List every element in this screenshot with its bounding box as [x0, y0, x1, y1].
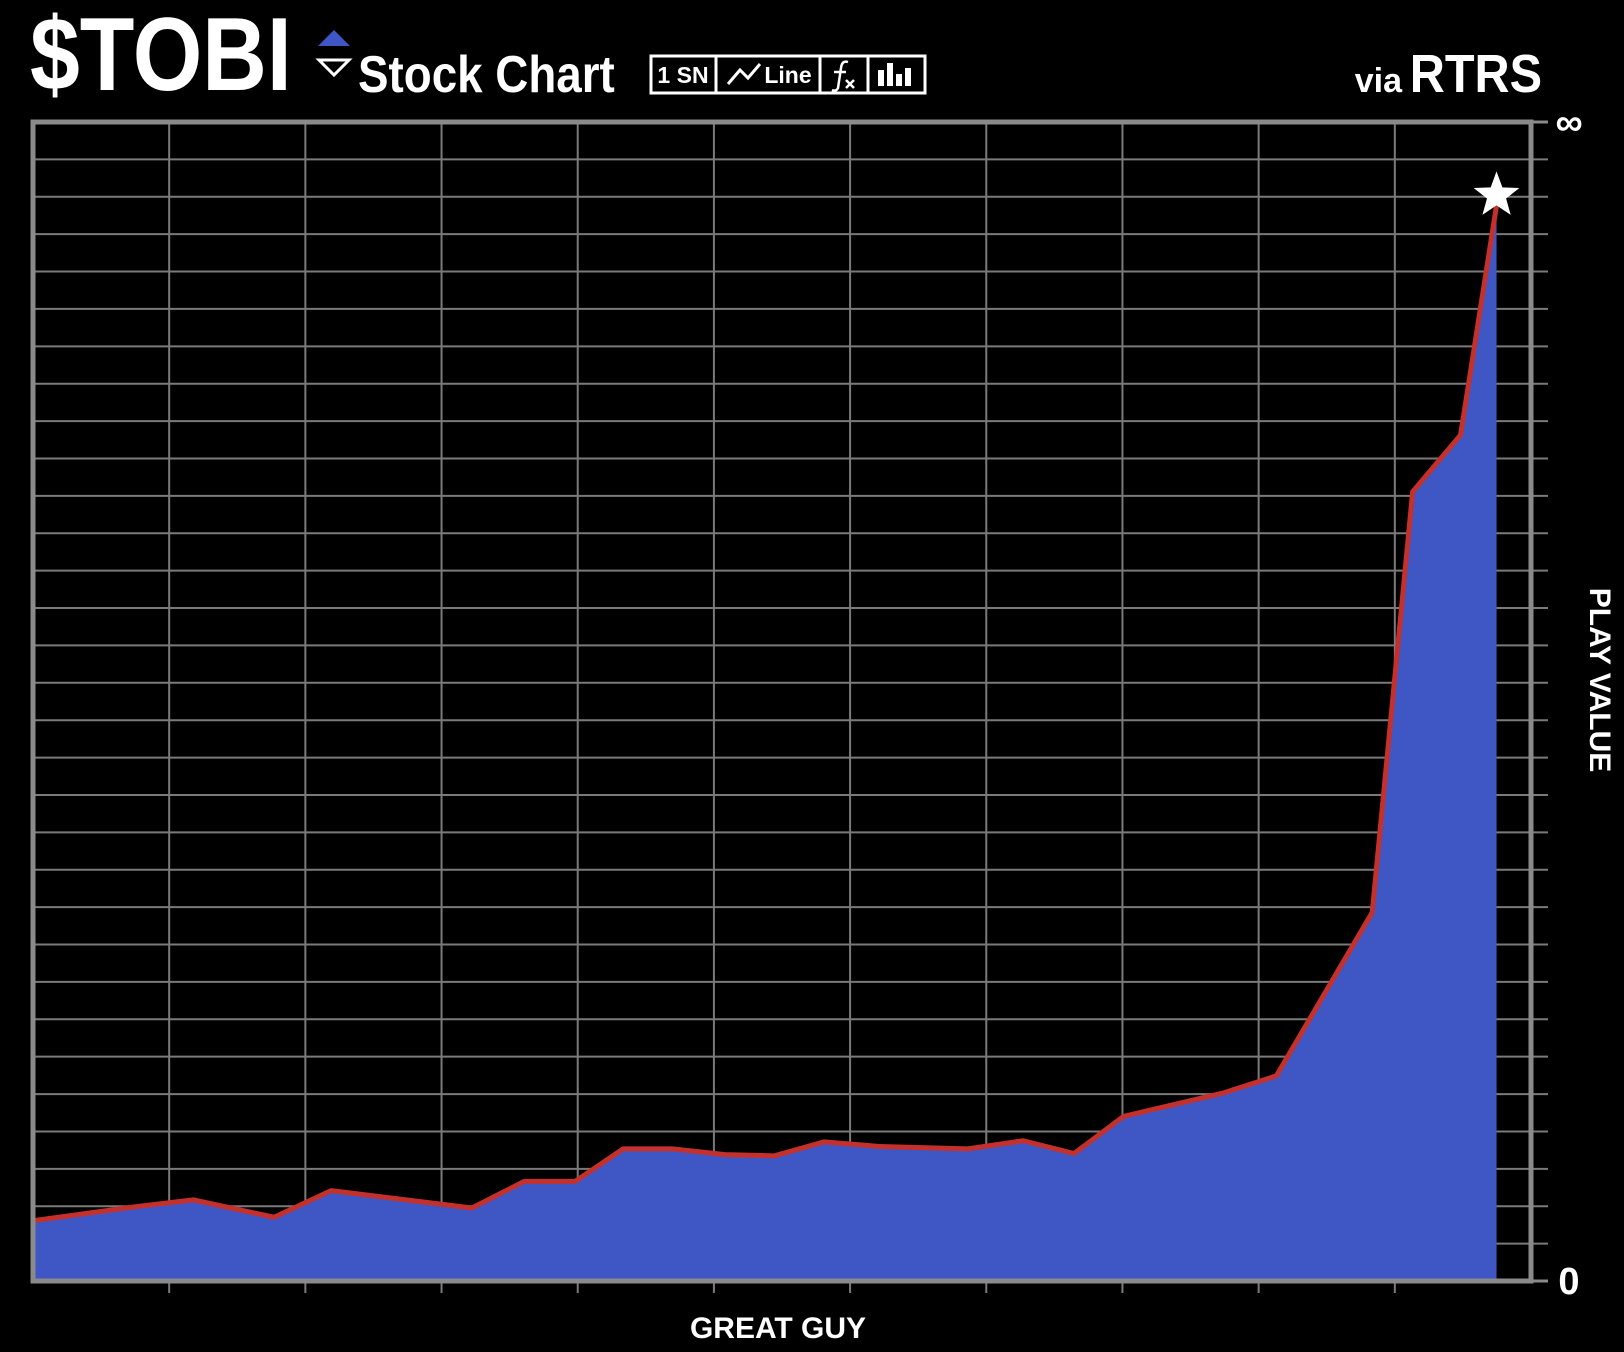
toolbar: 1 SN Line [649, 54, 927, 95]
toolbar-button[interactable]: 1 SN [657, 62, 708, 88]
x-axis-label: GREAT GUY [690, 1312, 866, 1345]
plot-frame [30, 119, 1534, 1284]
area [33, 205, 1497, 1281]
bar-icon [905, 68, 911, 86]
peak-star [1473, 171, 1520, 215]
line-icon [726, 63, 762, 85]
down-arrow-icon [315, 58, 353, 78]
bar-icon [896, 74, 902, 86]
bar-icon [887, 63, 893, 86]
line [32, 205, 1500, 1224]
chart-title: $TOBI [30, 0, 292, 113]
source: RTRS [1410, 43, 1542, 104]
y-tick-label: 0 [1558, 1261, 1579, 1303]
y-axis-label: PLAY VALUE [1583, 588, 1616, 773]
y-tick-label: ∞ [1555, 102, 1582, 144]
source-prefix: via [1355, 62, 1403, 100]
function-icon[interactable] [831, 60, 855, 92]
chart-subtitle: Stock Chart [358, 46, 615, 103]
up-arrow-icon [318, 30, 350, 46]
toolbar-button[interactable]: Line [764, 62, 811, 88]
toolbar-frame [649, 54, 927, 95]
bar-icon[interactable] [878, 70, 884, 86]
